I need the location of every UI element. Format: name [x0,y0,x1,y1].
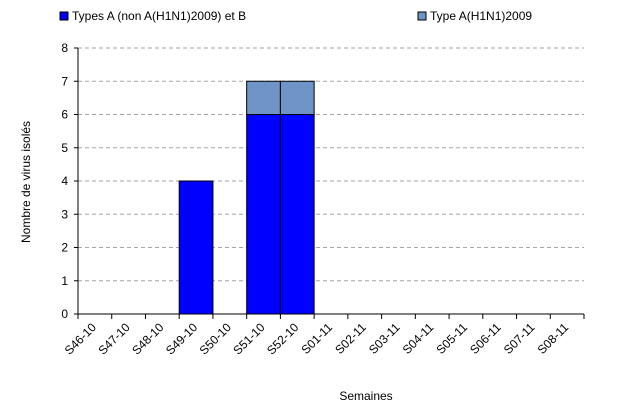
bar-S49-10-series-0 [179,181,213,314]
x-tick-label-S50-10: S50-10 [197,320,234,357]
x-tick-label-S47-10: S47-10 [95,320,132,357]
legend: Types A (non A(H1N1)2009) et B Type A(H1N… [60,9,532,23]
x-tick-label-S08-11: S08-11 [535,320,572,357]
x-axis-title: Semaines [339,389,392,403]
x-tick-label-S46-10: S46-10 [62,320,99,357]
x-tick-label-S02-11: S02-11 [332,320,369,357]
x-tick-label-S05-11: S05-11 [433,320,470,357]
x-tick-label-S52-10: S52-10 [264,320,301,357]
axes [74,48,584,319]
y-tick-label-0: 0 [61,307,68,321]
x-tick-label-S01-11: S01-11 [298,320,335,357]
y-tick-label-8: 8 [61,41,68,55]
x-tick-label-S51-10: S51-10 [230,320,267,357]
bars [179,81,314,314]
y-tick-label-7: 7 [61,74,68,88]
x-tick-label-S04-11: S04-11 [400,320,437,357]
y-tick-label-5: 5 [61,141,68,155]
legend-swatch-0 [60,12,68,20]
bar-S51-10-series-1 [247,81,281,114]
x-tick-label-S03-11: S03-11 [366,320,403,357]
y-tick-label-1: 1 [61,274,68,288]
x-tick-label-S07-11: S07-11 [501,320,538,357]
bar-S52-10-series-1 [280,81,314,114]
y-tick-label-2: 2 [61,241,68,255]
legend-label-1: Type A(H1N1)2009 [430,9,532,23]
gridlines [78,48,584,281]
legend-label-0: Types A (non A(H1N1)2009) et B [72,9,246,23]
x-tick-label-S49-10: S49-10 [163,320,200,357]
bar-S52-10-series-0 [280,115,314,315]
y-axis-title: Nombre de virus isolés [19,121,33,243]
y-tick-label-3: 3 [61,207,68,221]
bar-S51-10-series-0 [247,115,281,315]
legend-swatch-1 [418,12,426,20]
y-tick-labels: 0 1 2 3 4 5 6 7 8 [61,41,68,321]
x-tick-label-S48-10: S48-10 [129,320,166,357]
x-tick-labels: S46-10S47-10S48-10S49-10S50-10S51-10S52-… [62,320,572,357]
y-tick-label-6: 6 [61,108,68,122]
y-tick-label-4: 4 [61,174,68,188]
x-tick-label-S06-11: S06-11 [467,320,504,357]
